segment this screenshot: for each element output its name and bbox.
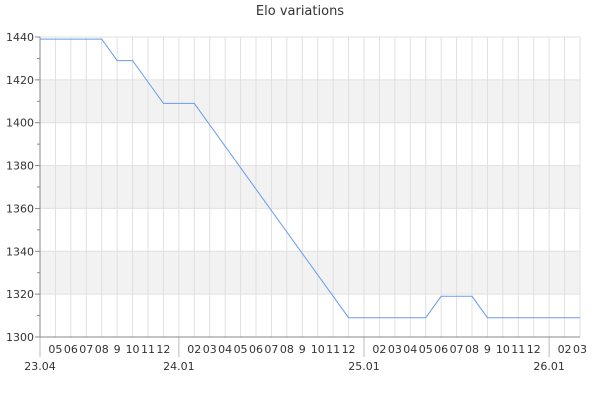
x-tick-label: 03 (388, 343, 402, 356)
x-tick-label: 03 (573, 343, 587, 356)
x-tick-label: 04 (403, 343, 417, 356)
x-tick-label: 07 (264, 343, 278, 356)
x-tick-label: 07 (450, 343, 464, 356)
x-tick-label: 12 (156, 343, 170, 356)
grid-band (40, 251, 580, 295)
x-tick-label: 05 (234, 343, 248, 356)
x-tick-label: 11 (511, 343, 525, 356)
x-day-label: 25.01 (348, 360, 380, 373)
x-tick-label: 12 (342, 343, 356, 356)
x-tick-label: 10 (496, 343, 510, 356)
x-tick-label: 05 (419, 343, 433, 356)
x-tick-label: 05 (48, 343, 62, 356)
y-tick-label: 1420 (6, 74, 34, 87)
y-tick-label: 1380 (6, 160, 34, 173)
x-tick-label: 9 (299, 343, 306, 356)
x-tick-label: 06 (249, 343, 263, 356)
x-tick-label: 10 (311, 343, 325, 356)
grid-band (40, 79, 580, 123)
x-tick-label: 03 (203, 343, 217, 356)
x-tick-label: 9 (484, 343, 491, 356)
x-tick-label: 10 (126, 343, 140, 356)
x-tick-label: 9 (114, 343, 121, 356)
x-tick-label: 08 (95, 343, 109, 356)
y-tick-label: 1440 (6, 31, 34, 44)
x-tick-label: 08 (465, 343, 479, 356)
x-tick-label: 06 (434, 343, 448, 356)
x-tick-label: 11 (326, 343, 340, 356)
x-tick-label: 02 (187, 343, 201, 356)
grid-band (40, 165, 580, 209)
y-tick-label: 1400 (6, 117, 34, 130)
chart-title: Elo variations (255, 4, 345, 19)
x-day-label: 26.01 (533, 360, 565, 373)
y-tick-label: 1360 (6, 202, 34, 215)
x-tick-label: 02 (558, 343, 572, 356)
elo-line (40, 38, 580, 319)
x-day-label: 23.04 (24, 360, 56, 373)
x-tick-label: 06 (64, 343, 78, 356)
y-tick-label: 1320 (6, 288, 34, 301)
x-tick-label: 08 (280, 343, 294, 356)
x-tick-label: 12 (527, 343, 541, 356)
y-tick-label: 1300 (6, 331, 34, 344)
x-tick-label: 11 (141, 343, 155, 356)
x-tick-label: 04 (218, 343, 232, 356)
x-tick-label: 02 (372, 343, 386, 356)
x-day-label: 24.01 (163, 360, 195, 373)
x-tick-label: 07 (79, 343, 93, 356)
y-tick-label: 1340 (6, 245, 34, 258)
